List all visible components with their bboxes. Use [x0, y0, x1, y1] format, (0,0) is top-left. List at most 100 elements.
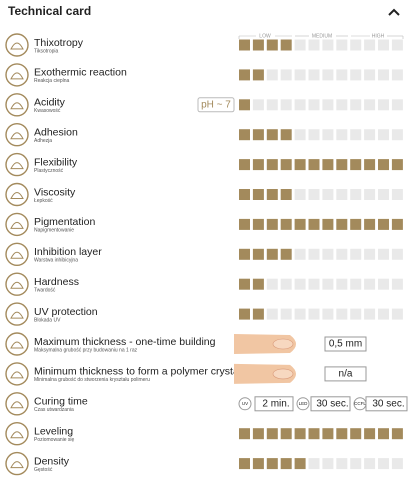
level-filled — [239, 189, 250, 200]
level-empty — [336, 248, 348, 260]
level-empty — [252, 99, 264, 111]
row-name: Adhesion — [34, 126, 78, 138]
level-empty — [391, 189, 403, 200]
level-filled — [364, 428, 376, 440]
value-box — [324, 366, 367, 382]
curing-tag: UV — [242, 401, 248, 406]
level-filled — [322, 428, 334, 440]
row-name: Density — [34, 455, 70, 467]
level-filled — [252, 129, 264, 141]
level-empty — [280, 69, 292, 81]
row-subtitle: Łepkość — [34, 198, 53, 204]
row-name: Exothermic reaction — [34, 67, 127, 79]
level-empty — [322, 278, 334, 290]
row-icon — [5, 63, 29, 87]
level-filled — [252, 159, 264, 171]
level-empty — [322, 39, 334, 51]
row-icon — [5, 362, 29, 386]
level-empty — [378, 278, 389, 290]
level-empty — [322, 69, 334, 81]
row-icon — [5, 451, 29, 476]
level-empty — [364, 189, 376, 200]
level-empty — [350, 248, 362, 260]
level-empty — [336, 39, 348, 51]
level-empty — [350, 99, 362, 111]
level-filled — [294, 428, 306, 440]
row-name: UV protection — [34, 306, 98, 318]
row-icon — [5, 152, 29, 177]
row-icon-glyph — [10, 371, 24, 379]
level-empty — [336, 189, 348, 200]
level-filled — [308, 159, 320, 171]
level-filled — [252, 458, 264, 470]
row-icon — [5, 33, 29, 57]
level-filled — [280, 129, 292, 141]
level-filled — [391, 159, 403, 171]
level-empty — [336, 458, 348, 470]
level-filled — [322, 159, 334, 171]
level-filled — [266, 159, 278, 171]
level-filled — [336, 218, 348, 230]
level-filled — [252, 189, 264, 200]
scale-low: LOW — [259, 33, 271, 39]
level-empty — [322, 129, 334, 141]
level-empty — [378, 308, 389, 320]
level-filled — [378, 218, 389, 230]
badge-box — [197, 97, 235, 113]
value-box — [324, 336, 367, 352]
nail — [272, 338, 294, 350]
level-empty — [322, 458, 334, 470]
collapse-toggle[interactable] — [388, 8, 400, 16]
level-empty — [280, 278, 292, 290]
level-filled — [280, 189, 292, 200]
level-filled — [280, 39, 292, 51]
level-empty — [364, 69, 376, 81]
row-subtitle: Napigmentowanie — [34, 228, 74, 234]
row-subtitle: Warstwa inhibicyjna — [34, 258, 78, 264]
level-filled — [252, 428, 264, 440]
level-filled — [280, 248, 292, 260]
level-empty — [336, 69, 348, 81]
level-filled — [239, 159, 250, 171]
row-icon — [5, 93, 29, 117]
level-empty — [308, 248, 320, 260]
level-empty — [322, 99, 334, 111]
row-icon — [5, 272, 29, 296]
level-empty — [294, 278, 306, 290]
level-filled — [294, 458, 306, 470]
row-icon-glyph — [10, 461, 24, 469]
level-empty — [350, 39, 362, 51]
level-filled — [266, 218, 278, 230]
level-filled — [252, 218, 264, 230]
row-name: Leveling — [34, 425, 73, 437]
row-subtitle: Tiksotropia — [34, 48, 58, 54]
row-icon — [5, 242, 29, 267]
level-empty — [364, 129, 376, 141]
level-filled — [239, 69, 250, 81]
row-icon — [5, 122, 29, 147]
level-filled — [350, 159, 362, 171]
value: 0,5 mm — [329, 339, 362, 350]
curing-tag: CCFL — [354, 401, 366, 406]
curing-box — [254, 396, 294, 412]
level-filled — [280, 428, 292, 440]
row-subtitle: Reakcja cieplna — [34, 78, 70, 84]
level-filled — [252, 278, 264, 290]
level-empty — [391, 69, 403, 81]
level-filled — [252, 248, 264, 260]
curing-tag-circle — [238, 397, 252, 411]
level-filled — [391, 428, 403, 440]
level-filled — [252, 69, 264, 81]
row-icon — [5, 182, 29, 207]
level-filled — [239, 428, 250, 440]
scale-medium: MEDIUM — [312, 33, 332, 39]
row-icon-glyph — [10, 42, 24, 50]
level-empty — [378, 69, 389, 81]
level-filled — [350, 428, 362, 440]
level-empty — [308, 189, 320, 200]
level-filled — [308, 428, 320, 440]
level-empty — [308, 308, 320, 320]
level-empty — [378, 248, 389, 260]
level-empty — [280, 99, 292, 111]
